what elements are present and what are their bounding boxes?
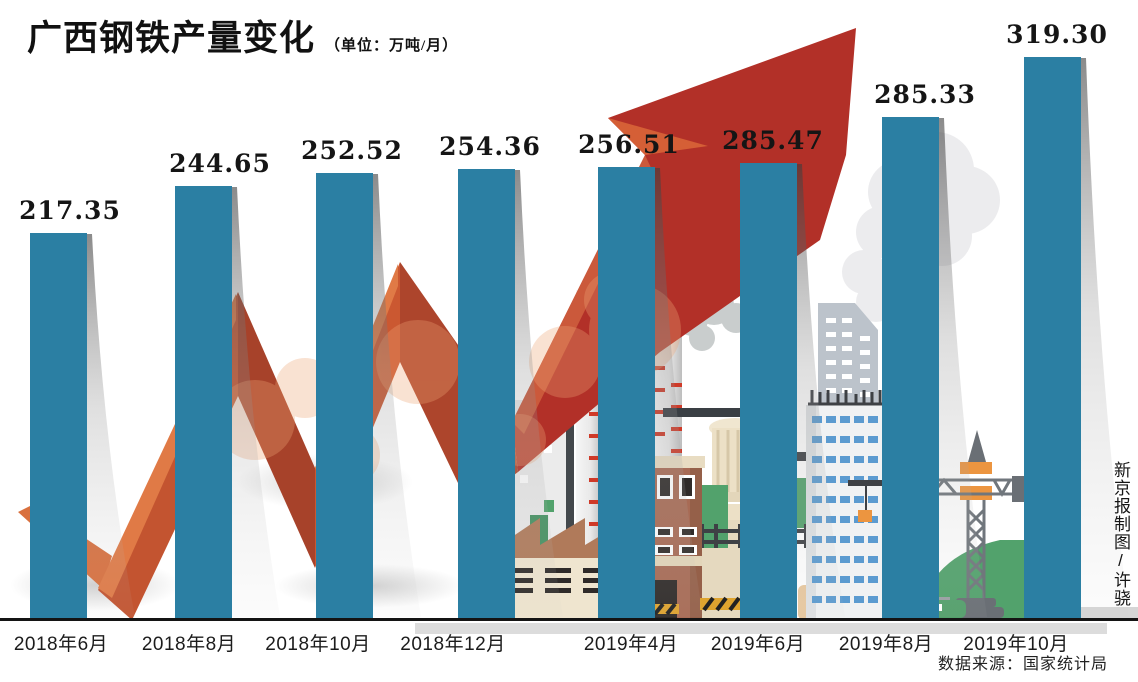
bar-shadow: [796, 164, 845, 617]
bar: [740, 163, 797, 620]
source-note: 数据来源：国家统计局: [937, 656, 1108, 673]
bar: [1024, 57, 1081, 620]
x-axis-label: 2019年8月: [838, 634, 934, 655]
bar-value-label: 256.51: [578, 130, 680, 159]
page-title: 广西钢铁产量变化: [27, 19, 316, 58]
bar: [316, 173, 373, 620]
bar-shadow: [1080, 58, 1129, 617]
x-axis-label: 2018年6月: [13, 634, 109, 655]
bar-shadow: [514, 170, 563, 617]
bar-shadow: [372, 174, 421, 617]
bar-shadow: [86, 234, 135, 617]
bar: [598, 167, 655, 620]
bar-value-label: 217.35: [19, 196, 121, 225]
bar-value-label: 254.36: [439, 132, 541, 161]
x-axis-label: 2018年10月: [265, 634, 371, 655]
bar-shadow: [938, 118, 987, 617]
bar: [30, 233, 87, 620]
bar-shadow: [654, 168, 703, 617]
bar: [458, 169, 515, 620]
header: 广西钢铁产量变化 （单位：万吨/月）: [27, 10, 458, 61]
x-axis-line: [0, 618, 1138, 621]
bar-value-label: 319.30: [1006, 20, 1108, 49]
bar-value-label: 285.47: [722, 126, 824, 155]
bar-value-label: 244.65: [169, 149, 271, 178]
x-axis-label: 2018年8月: [141, 634, 237, 655]
bar-value-label: 252.52: [301, 136, 403, 165]
bar-shadow-flares: [86, 58, 1129, 617]
bar-shadow: [231, 187, 280, 617]
title-unit: （单位：万吨/月）: [325, 38, 459, 54]
bar: [175, 186, 232, 620]
x-axis-label: 2019年10月: [963, 634, 1069, 655]
x-axis-label: 2018年12月: [400, 634, 506, 655]
x-axis-label: 2019年4月: [583, 634, 679, 655]
bar-value-label: 285.33: [874, 80, 976, 109]
x-axis-label: 2019年6月: [710, 634, 806, 655]
wall-crane-icon: [848, 480, 886, 522]
bar: [882, 117, 939, 620]
credit-vertical: 新京报制图/许骁: [1111, 461, 1130, 607]
